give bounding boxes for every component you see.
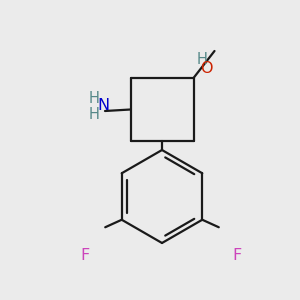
Text: F: F: [232, 248, 242, 263]
Text: N: N: [98, 98, 110, 113]
Text: H: H: [197, 52, 208, 68]
Text: F: F: [81, 248, 90, 263]
Text: O: O: [200, 61, 213, 76]
Text: H: H: [89, 91, 100, 106]
Text: H: H: [89, 107, 100, 122]
